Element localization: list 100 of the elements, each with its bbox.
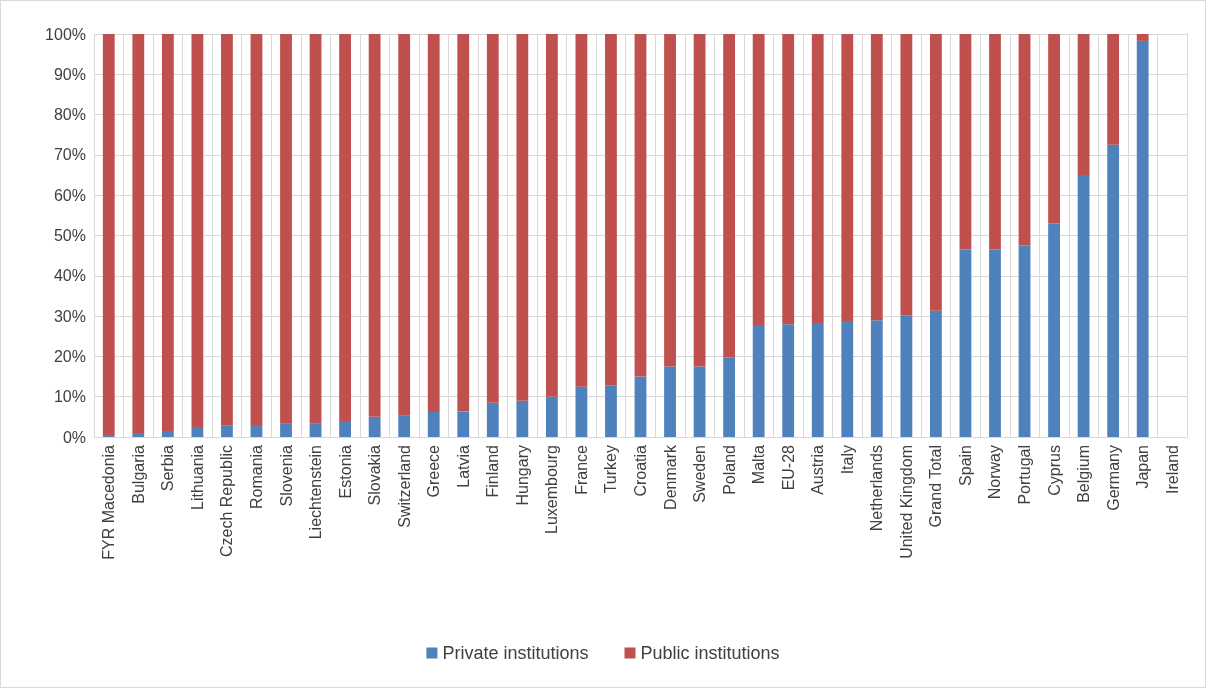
bar xyxy=(605,34,617,386)
bar xyxy=(634,376,647,437)
x-tick-label: Netherlands xyxy=(868,445,886,532)
x-tick-label: Hungary xyxy=(513,445,531,506)
bar xyxy=(575,386,588,437)
bar xyxy=(1018,245,1031,437)
bar xyxy=(1107,34,1120,145)
x-tick-label: Norway xyxy=(986,445,1004,500)
x-tick-label: Croatia xyxy=(632,444,649,497)
bar xyxy=(427,34,440,413)
bar xyxy=(900,34,913,316)
bar xyxy=(280,423,292,437)
x-tick-label: Poland xyxy=(720,445,738,495)
bar xyxy=(132,432,145,437)
x-tick-label: United Kingdom xyxy=(897,445,915,559)
x-tick-label: Sweden xyxy=(691,445,709,503)
bar xyxy=(575,34,588,387)
bar xyxy=(870,34,883,321)
bar xyxy=(545,396,558,437)
bar xyxy=(486,402,499,437)
y-tick-label: 10% xyxy=(53,388,86,406)
x-tick-label: Cyprus xyxy=(1045,445,1063,496)
x-tick-label: Spain xyxy=(956,445,974,486)
x-tick-label: EU-28 xyxy=(779,444,797,491)
bar xyxy=(870,320,883,437)
bar xyxy=(368,416,381,437)
bar xyxy=(693,34,706,367)
bar xyxy=(339,420,351,437)
bar xyxy=(664,366,676,437)
bar xyxy=(191,426,204,437)
bar xyxy=(457,411,470,437)
x-tick-label: Romania xyxy=(247,444,265,510)
x-tick-label: Czech Republic xyxy=(218,445,236,558)
y-tick-label: 100% xyxy=(45,25,86,43)
x-tick-label: FYR Macedonia xyxy=(100,444,118,560)
x-tick-label: Turkey xyxy=(602,445,620,494)
x-tick-label: Finland xyxy=(484,445,502,498)
x-tick-label: Japan xyxy=(1134,445,1152,489)
bar xyxy=(1077,175,1090,437)
bar xyxy=(1136,34,1149,41)
bar xyxy=(250,424,263,437)
bar xyxy=(427,412,440,437)
bar xyxy=(191,34,204,427)
bar xyxy=(339,34,351,421)
x-tick-label: Grand Total xyxy=(927,445,945,528)
x-tick-label: Switzerland xyxy=(395,445,413,528)
legend-label: Public institutions xyxy=(640,643,780,663)
bar xyxy=(930,34,942,311)
x-tick-label: Austria xyxy=(809,444,827,495)
x-tick-label: Estonia xyxy=(336,444,354,499)
x-tick-label: Italy xyxy=(838,445,856,475)
bar xyxy=(664,34,676,367)
bar xyxy=(280,34,292,424)
x-tick-label: Belgium xyxy=(1075,445,1093,503)
bar xyxy=(782,34,795,325)
bar xyxy=(1048,34,1060,224)
x-tick-label: France xyxy=(572,444,590,495)
bar xyxy=(605,385,617,437)
bar xyxy=(368,34,381,417)
bar xyxy=(545,34,558,397)
x-tick-label: Bulgaria xyxy=(129,444,147,504)
bar xyxy=(1018,34,1031,246)
bar xyxy=(723,34,736,358)
bar xyxy=(723,357,736,437)
bar xyxy=(900,315,913,437)
bar xyxy=(811,34,824,323)
bar xyxy=(398,34,411,416)
bar xyxy=(930,310,942,437)
bar xyxy=(398,415,411,437)
y-tick-label: 50% xyxy=(53,227,86,244)
bar xyxy=(132,34,145,433)
bar xyxy=(1077,34,1090,176)
y-tick-label: 30% xyxy=(53,307,86,325)
bar xyxy=(841,34,854,321)
bar xyxy=(1107,144,1120,437)
x-tick-label: Ireland xyxy=(1163,445,1181,494)
bar xyxy=(161,34,174,431)
bar xyxy=(959,249,972,437)
bar xyxy=(161,430,174,437)
x-tick-label: Liechtenstein xyxy=(307,445,325,540)
y-tick-label: 20% xyxy=(53,347,86,365)
x-tick-label: Malta xyxy=(750,444,768,485)
bar xyxy=(516,34,529,401)
x-tick-label: Slovenia xyxy=(277,444,295,507)
y-tick-label: 60% xyxy=(53,186,86,204)
bar xyxy=(782,324,795,437)
x-tick-label: Luxembourg xyxy=(543,445,561,534)
legend-label: Private institutions xyxy=(442,643,589,663)
bar xyxy=(811,322,824,437)
x-tick-label: Serbia xyxy=(159,444,177,492)
y-tick-label: 80% xyxy=(53,106,86,124)
bar xyxy=(1048,223,1060,437)
bar xyxy=(841,320,854,437)
bar xyxy=(752,324,765,437)
x-tick-label: Greece xyxy=(425,444,443,498)
x-tick-label: Lithuania xyxy=(188,444,206,510)
bar xyxy=(752,34,765,325)
bar xyxy=(486,34,499,403)
bar xyxy=(221,34,233,426)
x-tick-label: Denmark xyxy=(661,444,679,510)
